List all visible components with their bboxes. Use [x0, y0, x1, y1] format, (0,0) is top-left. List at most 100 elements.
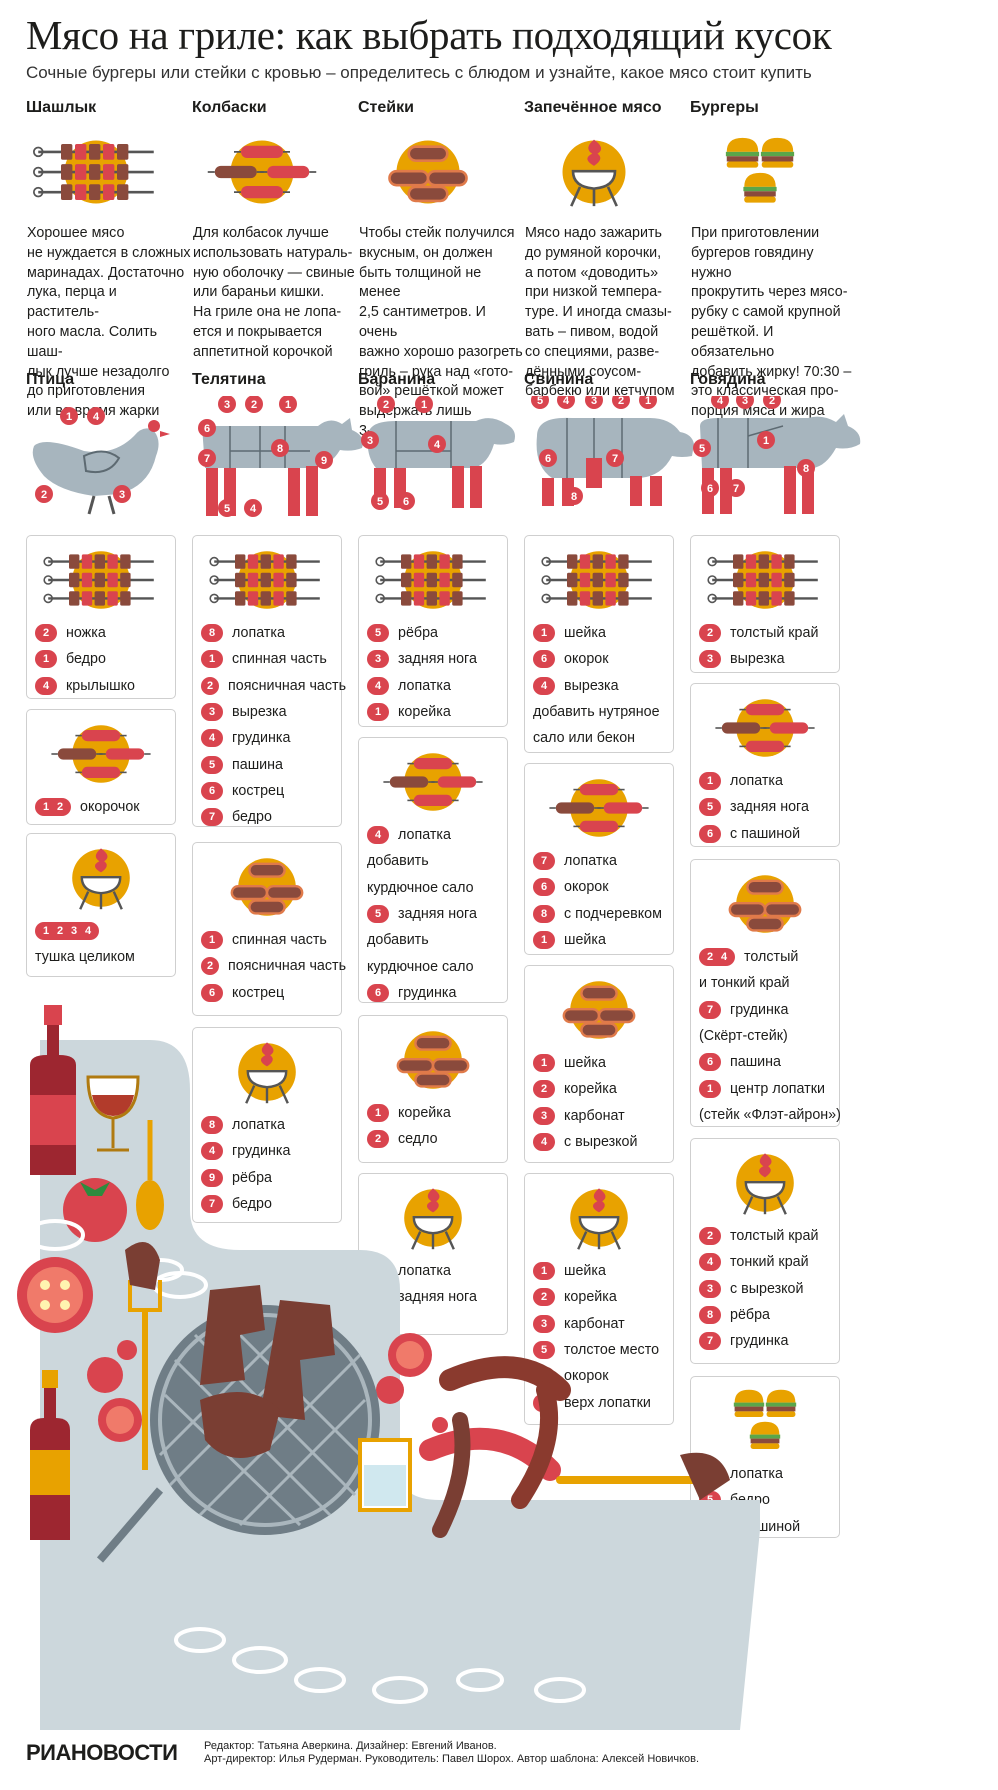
cut-item: 2 седло: [367, 1126, 507, 1152]
description-line: При приготовлении: [691, 225, 820, 241]
cut-item: 6 кострец: [201, 980, 341, 1006]
description-line: аппетитной корочкой: [193, 343, 333, 360]
cut-name: с пашиной: [730, 825, 801, 842]
svg-text:7: 7: [612, 453, 618, 465]
description-line: или бараньи кишки.: [193, 284, 325, 301]
animal-name: Телятина: [192, 371, 266, 388]
cut-marker: 6: [701, 479, 719, 497]
svg-text:4: 4: [250, 503, 257, 515]
credits-line-1: Редактор: Татьяна Аверкина. Дизайнер: Ев…: [204, 1740, 497, 1752]
description-line: Хорошее мясо: [27, 225, 125, 241]
svg-text:5: 5: [377, 496, 383, 508]
cut-name: грудинка: [730, 1333, 789, 1350]
svg-text:9: 9: [321, 455, 327, 467]
cut-item: 2 корейка: [533, 1076, 673, 1102]
ria-novosti-logo[interactable]: РИАНОВОСТИ: [26, 1740, 178, 1766]
sausages-icon: [383, 753, 483, 811]
cut-number-badge: 2: [367, 1130, 389, 1149]
cut-item: и тонкий край: [699, 970, 839, 996]
cut-number-badge: 2: [533, 1080, 555, 1099]
cut-item: 5 задняя нога: [699, 794, 839, 820]
animal-name: Свинина: [524, 371, 594, 388]
svg-text:5: 5: [699, 443, 705, 455]
cut-item: 4 лопатка: [367, 822, 507, 848]
cut-number-badge: 6: [201, 781, 223, 800]
cut-name: кострец: [232, 984, 285, 1001]
description-line: Мясо надо зажарить: [525, 225, 662, 241]
cut-item: 1 шейка: [533, 1050, 673, 1076]
cut-name: и тонкий край: [699, 975, 790, 992]
cut-name: добавить нутряное: [533, 704, 660, 721]
cut-card: 1 2 3 4 тушка целиком: [26, 833, 176, 977]
cut-number-badge: 4: [201, 1142, 223, 1161]
svg-text:3: 3: [224, 399, 230, 411]
cut-list: 2 4 толстый и тонкий край 7 грудинка (Скёрт-ст…: [691, 940, 841, 1136]
cut-name: пашина: [730, 1054, 781, 1071]
cut-item: 1 корейка: [367, 699, 507, 725]
cut-number-badge: 4: [367, 676, 389, 695]
category-0: Шашлык Хорошее мясо не нуждается в сложных…: [26, 96, 196, 419]
cut-number-badge: 3: [699, 650, 721, 669]
cut-number-badge: 1: [533, 1262, 555, 1281]
cut-name: центр лопатки: [730, 1080, 825, 1097]
cut-name: окорочок: [80, 799, 140, 816]
svg-text:2: 2: [769, 396, 775, 407]
svg-text:8: 8: [803, 463, 809, 475]
cut-list: 1 2 окорочок: [27, 790, 175, 828]
cut-number-badge: 3: [201, 703, 223, 722]
description-line: не нуждается в сложных: [27, 244, 191, 261]
cut-name: корейка: [564, 1289, 617, 1306]
cut-item: 3 с вырезкой: [699, 1276, 839, 1302]
cut-number-badge: 1: [367, 1104, 389, 1123]
cut-name: лопатка: [398, 1263, 451, 1280]
glass-cup-icon: [358, 1438, 412, 1512]
cut-item: 7 бедро: [201, 1191, 341, 1217]
cut-item: 6 с пашиной: [699, 821, 839, 847]
animal-calf: Телятина 3 2 1 6 8 7 9 5 4: [192, 368, 367, 517]
svg-text:6: 6: [403, 496, 409, 508]
description-line: решёткой. И обязательно: [691, 323, 775, 360]
cut-marker: 1: [639, 396, 657, 409]
cut-number-badge: 1: [367, 703, 389, 722]
cut-card: 1 2 окорочок: [26, 709, 176, 825]
spoon-icon: [136, 1120, 164, 1230]
logo-novosti: НОВОСТИ: [70, 1740, 178, 1765]
cut-name: грудинка: [730, 1001, 789, 1018]
cow-icon: 4 3 2 1 5 6 7 8: [693, 396, 861, 514]
cut-number-badge: 1: [533, 931, 555, 950]
sausages-icon: [51, 725, 151, 783]
cut-item: 1 шейка: [533, 1258, 673, 1284]
cut-marker: 4: [711, 396, 729, 409]
cut-marker: 3: [218, 396, 236, 413]
cut-number-badge: 7: [699, 1332, 721, 1351]
cut-name: корейка: [564, 1081, 617, 1098]
cut-item: 1 корейка: [367, 1100, 507, 1126]
cut-card: 8 лопатка 4 грудинка 9 рёбра 7 бедро: [192, 1027, 342, 1223]
cut-list: 1 лопатка 5 задняя нога 6 с пашиной: [691, 764, 839, 855]
cut-name: курдючное сало: [367, 958, 474, 975]
cut-number-badge: 1: [201, 650, 223, 669]
cut-item: 3 карбонат: [533, 1311, 673, 1337]
animal-name: Баранина: [358, 371, 436, 388]
description-line: Чтобы стейк получился: [359, 225, 515, 241]
cut-item: 4 лопатка: [367, 673, 507, 699]
cut-number-badge: 3: [533, 1106, 555, 1125]
description-line: вать – пивом, водой: [525, 323, 659, 340]
description-line: до румяной корочки,: [525, 244, 662, 261]
cut-name: бедро: [232, 809, 272, 826]
grill-icon: [72, 848, 130, 910]
cut-item: 4 вырезка: [533, 673, 673, 699]
cut-name: грудинка: [232, 730, 291, 747]
cut-number-badge: 5: [367, 624, 389, 643]
description-line: ется и покрывается: [193, 323, 322, 340]
cut-name: спинная часть: [232, 651, 327, 668]
category-4: Бургеры При приготовлении бургеров говядин…: [690, 96, 860, 419]
cut-name: поясничная часть: [228, 958, 347, 975]
cut-name: с вырезкой: [564, 1134, 638, 1151]
grill-scene-illustration: [17, 1005, 760, 1730]
credits: Редактор: Татьяна Аверкина. Дизайнер: Ев…: [204, 1740, 699, 1766]
category-description: Хорошее мясо не нуждается в сложных марина…: [27, 224, 192, 422]
svg-text:4: 4: [93, 411, 100, 423]
cut-item: 1 бедро: [35, 646, 175, 672]
